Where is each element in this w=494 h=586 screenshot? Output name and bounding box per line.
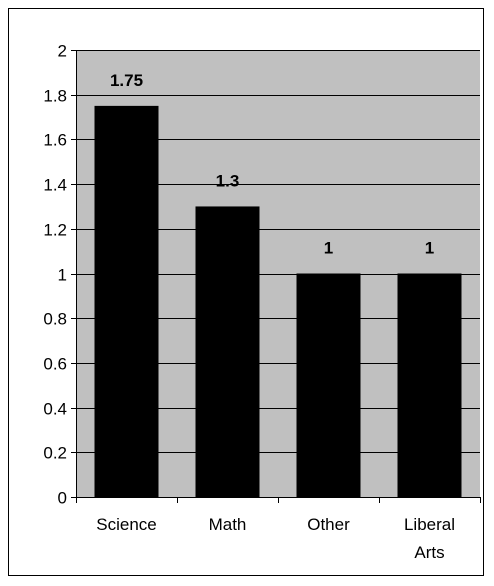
- x-tick-labels: Science Math Other Liberal Arts: [96, 515, 455, 562]
- bar-math: [195, 206, 260, 497]
- y-tick-label-0.6: 0.6: [43, 355, 67, 374]
- bar-science: [94, 105, 159, 497]
- y-tick-label-1.8: 1.8: [43, 87, 67, 106]
- y-tick-labels: 0 0.2 0.4 0.6 0.8 1 1.2 1.4 1.6 1.8 2: [43, 42, 67, 508]
- bar-liberal-arts: [397, 273, 462, 497]
- x-tick-label-line: Arts: [414, 543, 444, 562]
- y-tick-label-1: 1: [58, 266, 67, 285]
- x-tick-label-other: Other: [307, 515, 350, 534]
- x-tick-label-line: Other: [307, 515, 350, 534]
- data-label-other: 1: [324, 239, 333, 258]
- axes: [71, 50, 481, 503]
- y-tick-label-1.2: 1.2: [43, 221, 67, 240]
- y-tick-label-0.4: 0.4: [43, 400, 67, 419]
- data-label-math: 1.3: [216, 171, 240, 190]
- bars: [94, 105, 462, 497]
- x-tick-label-line: Math: [209, 515, 247, 534]
- data-labels: 1.75 1.3 1 1: [110, 71, 434, 258]
- y-tick-label-0.8: 0.8: [43, 310, 67, 329]
- y-tick-label-1.4: 1.4: [43, 176, 67, 195]
- y-tick-label-1.6: 1.6: [43, 131, 67, 150]
- y-tick-label-0: 0: [58, 489, 67, 508]
- y-tick-label-2: 2: [58, 42, 67, 61]
- data-label-liberal-arts: 1: [425, 239, 434, 258]
- y-tick-label-0.2: 0.2: [43, 444, 67, 463]
- x-tick-label-line: Liberal: [404, 515, 455, 534]
- x-tick-label-line: Science: [96, 515, 156, 534]
- x-tick-label-liberal-arts: Liberal Arts: [404, 515, 455, 562]
- data-label-science: 1.75: [110, 71, 143, 90]
- bar-other: [296, 273, 361, 497]
- x-tick-label-math: Math: [209, 515, 247, 534]
- x-tick-label-science: Science: [96, 515, 156, 534]
